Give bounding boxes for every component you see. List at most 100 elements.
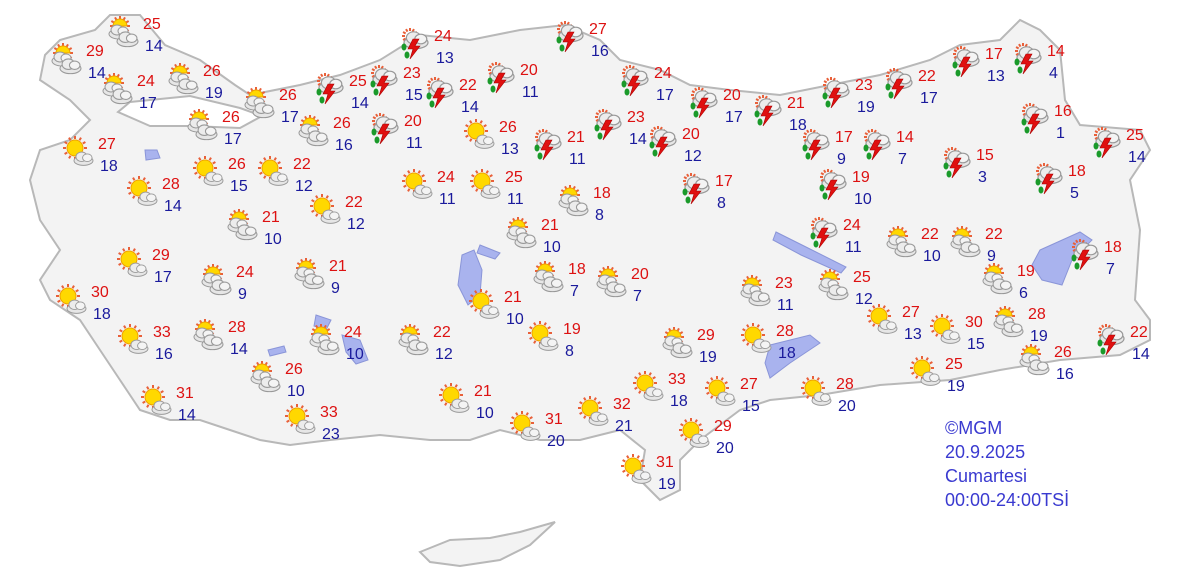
- min-temp: 10: [346, 346, 364, 363]
- max-temp: 27: [98, 136, 116, 153]
- max-temp: 20: [404, 113, 422, 130]
- partly-cloudy-icon: [249, 360, 283, 394]
- thunderstorm-icon: [423, 76, 457, 110]
- weather-station: 31 20: [510, 411, 565, 450]
- weather-station: 21 18: [754, 95, 807, 134]
- thunderstorm-icon: [819, 76, 853, 110]
- min-temp: 20: [716, 440, 734, 457]
- max-temp: 24: [654, 65, 672, 82]
- max-temp: 24: [344, 324, 362, 341]
- min-temp: 18: [93, 306, 111, 323]
- min-temp: 10: [476, 405, 494, 422]
- max-temp: 18: [593, 185, 611, 202]
- cyprus: [418, 521, 556, 568]
- min-temp: 10: [506, 311, 524, 328]
- weather-station: 24 13: [401, 28, 454, 67]
- copyright: ©MGM: [945, 418, 1003, 438]
- weather-station: 15 3: [943, 147, 994, 186]
- mostly-sunny-icon: [463, 118, 497, 152]
- mostly-sunny-icon: [800, 375, 834, 409]
- max-temp: 28: [776, 323, 794, 340]
- thunderstorm-icon: [1094, 323, 1128, 357]
- min-temp: 19: [947, 378, 965, 395]
- max-temp: 27: [589, 21, 607, 38]
- min-temp: 8: [595, 207, 604, 224]
- min-temp: 11: [569, 151, 586, 168]
- weather-station: 30 18: [56, 284, 111, 323]
- max-temp: 33: [320, 404, 338, 421]
- max-temp: 17: [985, 46, 1003, 63]
- weather-station: 29 17: [117, 247, 172, 286]
- weather-station: 20 11: [371, 113, 423, 152]
- min-temp: 1: [1056, 125, 1065, 142]
- max-temp: 24: [137, 73, 155, 90]
- max-temp: 24: [437, 169, 455, 186]
- min-temp: 7: [898, 151, 907, 168]
- mostly-sunny-icon: [438, 382, 472, 416]
- min-temp: 17: [920, 90, 938, 107]
- thunderstorm-icon: [799, 128, 833, 162]
- max-temp: 28: [836, 376, 854, 393]
- min-temp: 10: [923, 248, 941, 265]
- min-temp: 16: [1056, 366, 1074, 383]
- mostly-sunny-icon: [257, 155, 291, 189]
- thunderstorm-icon: [1011, 42, 1045, 76]
- partly-cloudy-icon: [186, 108, 220, 142]
- max-temp: 26: [285, 361, 303, 378]
- max-temp: 25: [505, 169, 523, 186]
- max-temp: 17: [715, 173, 733, 190]
- max-temp: 26: [499, 119, 517, 136]
- max-temp: 20: [631, 266, 649, 283]
- min-temp: 19: [857, 99, 875, 116]
- max-temp: 33: [153, 324, 171, 341]
- forecast-day: Cumartesi: [945, 466, 1028, 486]
- weather-station: 27 13: [867, 304, 922, 343]
- max-temp: 20: [682, 126, 700, 143]
- max-temp: 29: [697, 327, 715, 344]
- max-temp: 22: [921, 226, 939, 243]
- thunderstorm-icon: [484, 61, 518, 95]
- weather-station: 23 11: [740, 275, 794, 314]
- thunderstorm-icon: [860, 128, 894, 162]
- mostly-sunny-icon: [929, 313, 963, 347]
- min-temp: 14: [88, 65, 106, 82]
- max-temp: 21: [541, 217, 559, 234]
- max-temp: 23: [855, 77, 873, 94]
- weather-station: 23 14: [594, 109, 647, 148]
- partly-cloudy-icon: [226, 208, 260, 242]
- weather-station: 20 7: [596, 266, 649, 305]
- thunderstorm-icon: [646, 125, 680, 159]
- weather-station: 22 9: [950, 226, 1003, 265]
- min-temp: 14: [461, 99, 479, 116]
- weather-station: 17 8: [682, 173, 733, 212]
- min-temp: 19: [205, 85, 223, 102]
- mostly-sunny-icon: [509, 410, 543, 444]
- partly-cloudy-icon: [50, 42, 84, 76]
- max-temp: 25: [349, 73, 367, 90]
- max-temp: 33: [668, 371, 686, 388]
- weather-station: 28 18: [741, 323, 796, 362]
- weather-station: 20 11: [487, 62, 539, 101]
- mostly-sunny-icon: [192, 155, 226, 189]
- weather-station: 30 15: [930, 314, 985, 353]
- min-temp: 16: [335, 137, 353, 154]
- min-temp: 7: [1106, 261, 1115, 278]
- mostly-sunny-icon: [740, 322, 774, 356]
- max-temp: 26: [1054, 344, 1072, 361]
- min-temp: 10: [264, 231, 282, 248]
- mostly-sunny-icon: [140, 384, 174, 418]
- mostly-sunny-icon: [620, 453, 654, 487]
- weather-station: 28 14: [193, 319, 248, 358]
- partly-cloudy-icon: [107, 15, 141, 49]
- min-temp: 11: [522, 84, 539, 101]
- min-temp: 13: [904, 326, 922, 343]
- weather-station: 14 7: [863, 129, 914, 168]
- min-temp: 11: [777, 297, 794, 314]
- partly-cloudy-icon: [992, 305, 1026, 339]
- weather-station: 21 10: [439, 383, 494, 422]
- min-temp: 13: [436, 50, 454, 67]
- weather-station: 33 16: [118, 324, 173, 363]
- map-info: ©MGM 20.9.2025 Cumartesi 00:00-24:00TSİ: [945, 416, 1069, 512]
- min-temp: 8: [565, 343, 574, 360]
- min-temp: 13: [987, 68, 1005, 85]
